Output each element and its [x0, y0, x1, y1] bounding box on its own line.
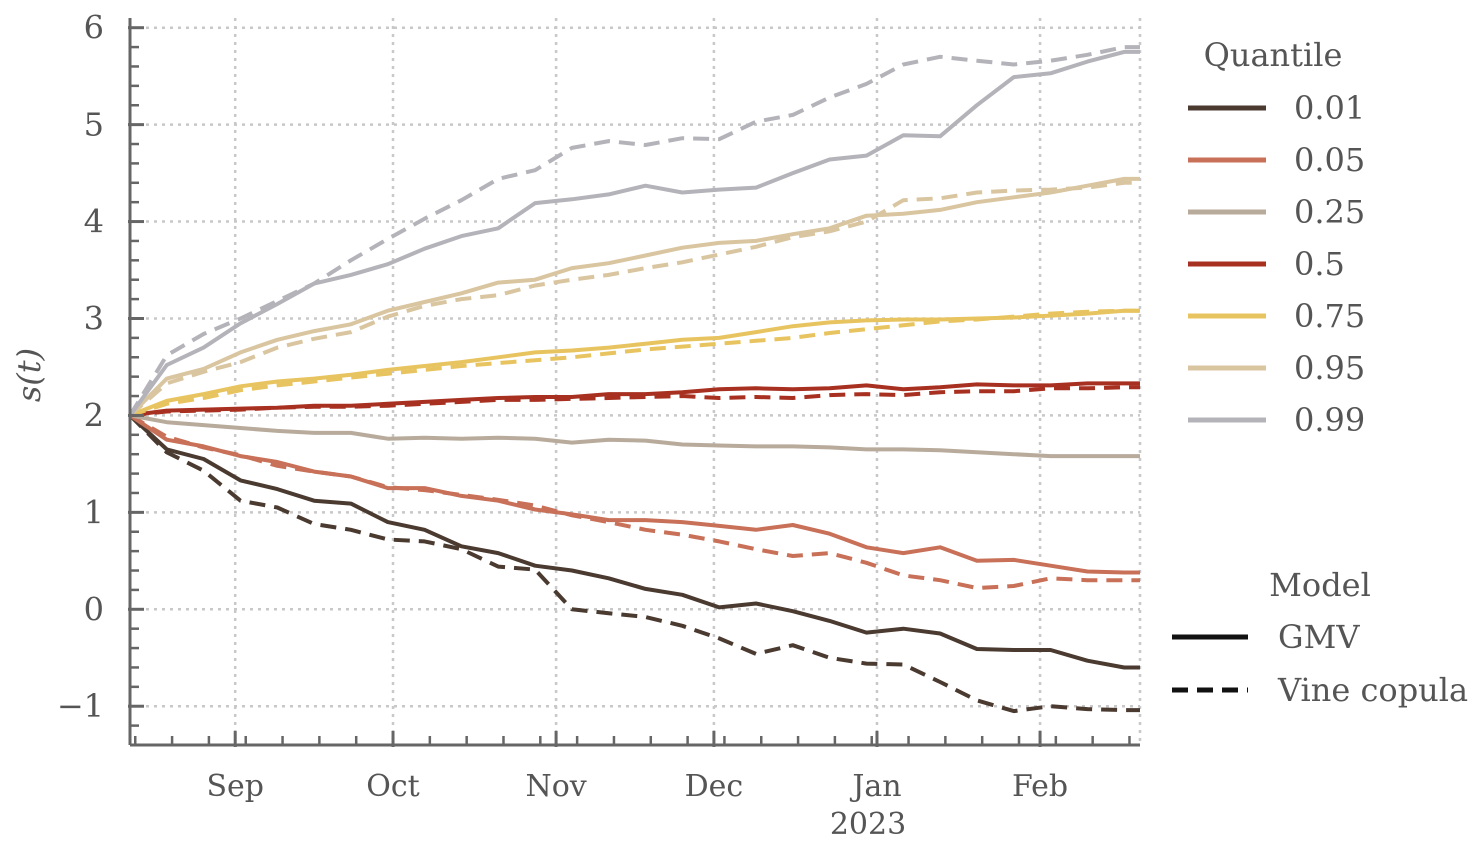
series-0-05 — [128, 413, 1140, 590]
x-year-label: 2023 — [830, 807, 906, 842]
legend-quantile-label: 0.75 — [1294, 297, 1365, 335]
y-tick-label: 5 — [84, 106, 104, 144]
legend-model-title: Model — [1269, 566, 1371, 604]
legend-quantile-label: 0.01 — [1294, 89, 1365, 127]
series-0-5 — [129, 381, 1140, 418]
y-tick-label: 4 — [84, 203, 104, 241]
axes — [128, 18, 1140, 747]
y-tick-label: 2 — [84, 396, 104, 434]
series-0-01-vine-copula-line — [128, 413, 1140, 714]
legend-model-label: Vine copula — [1277, 671, 1468, 709]
series-0-25-gmv-line — [129, 413, 1140, 459]
y-ticks: −1 0 1 2 3 4 5 6 — [57, 9, 144, 747]
series-0-25 — [129, 413, 1140, 459]
grid-lines — [130, 18, 1142, 745]
series-0-01-gmv-line — [128, 413, 1140, 670]
series-0-01 — [128, 413, 1140, 714]
series-0-99 — [128, 45, 1140, 417]
series-0-95-gmv-line — [128, 176, 1140, 417]
series-0-05-gmv-line — [128, 413, 1140, 575]
legend-quantile-entries: 0.01 0.05 0.25 0.5 0.75 0.95 0.99 — [1188, 89, 1365, 439]
x-tick-label: Oct — [366, 769, 419, 804]
series-0-99-gmv-line — [128, 49, 1140, 417]
y-tick-label: 3 — [84, 299, 104, 337]
series-0-75-gmv-line — [129, 308, 1140, 418]
series-0-95 — [128, 176, 1140, 417]
x-tick-label: Nov — [525, 769, 586, 804]
series-layer — [128, 45, 1140, 714]
y-tick-label: 0 — [84, 590, 104, 628]
x-tick-label: Dec — [685, 769, 744, 804]
series-0-99-vine-copula-line — [128, 45, 1140, 417]
legend-quantile-label: 0.95 — [1294, 349, 1365, 387]
y-axis-title: s(t) — [10, 348, 48, 402]
series-0-75 — [129, 308, 1140, 418]
legend-quantile-label: 0.99 — [1294, 401, 1365, 439]
legend-quantile-label: 0.5 — [1294, 245, 1345, 283]
legend: Quantile 0.01 0.05 0.25 0.5 0.75 0.95 0.99 Mod… — [1172, 36, 1468, 709]
series-0-75-vine-copula-line — [129, 308, 1140, 418]
x-ticks: Sep Oct Nov Dec Jan Feb — [134, 731, 1131, 804]
series-0-5-gmv-line — [129, 381, 1140, 418]
x-tick-label: Jan — [849, 769, 901, 804]
legend-quantile-label: 0.25 — [1294, 193, 1365, 231]
x-tick-label: Sep — [206, 769, 264, 804]
y-tick-label: −1 — [57, 687, 104, 725]
series-0-95-vine-copula-line — [128, 180, 1140, 417]
y-tick-label: 6 — [84, 9, 104, 47]
legend-quantile-label: 0.05 — [1294, 141, 1365, 179]
x-tick-label: Feb — [1012, 769, 1068, 804]
legend-model-label: GMV — [1278, 618, 1360, 656]
legend-model-entries: GMV Vine copula — [1172, 618, 1468, 709]
legend-quantile-title: Quantile — [1204, 36, 1343, 74]
y-tick-label: 1 — [84, 493, 104, 531]
series-0-5-vine-copula-line — [129, 385, 1140, 418]
